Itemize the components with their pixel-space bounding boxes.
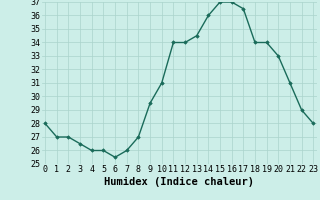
X-axis label: Humidex (Indice chaleur): Humidex (Indice chaleur)	[104, 177, 254, 187]
